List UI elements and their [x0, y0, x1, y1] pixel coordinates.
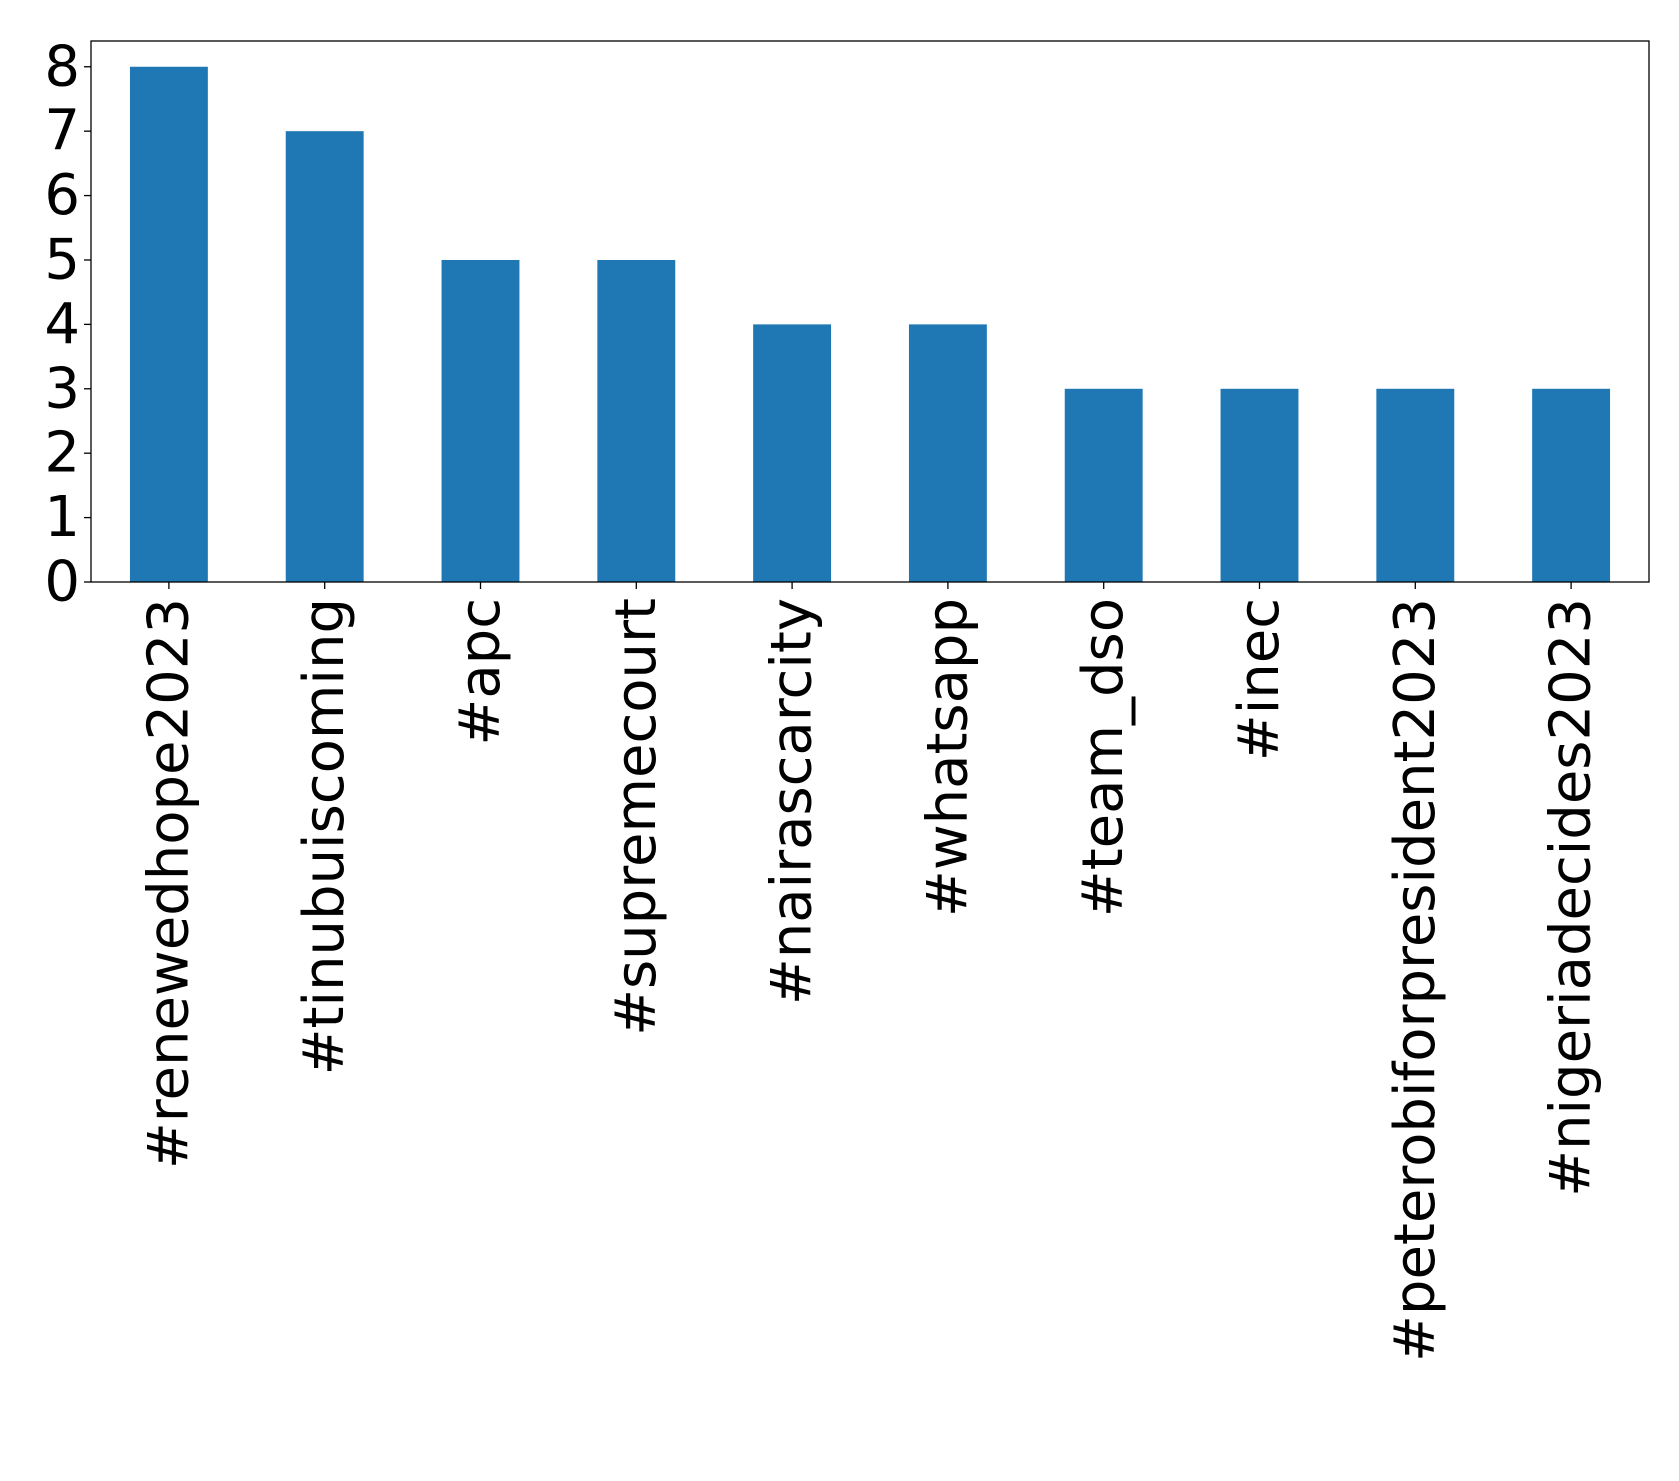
y-tick-label: 3 — [44, 356, 80, 421]
x-tick-label: #renewedhope2023 — [136, 598, 201, 1169]
bar-whatsapp — [908, 324, 987, 582]
bar-nairascarcity — [753, 324, 832, 582]
y-tick-label: 1 — [44, 485, 80, 550]
x-tick-label: #supremecourt — [604, 598, 669, 1036]
y-tick-label: 7 — [44, 99, 80, 164]
bar-renewedhope2023 — [129, 66, 208, 582]
axes-layer — [90, 40, 1650, 583]
x-tick-label: #peterobiforpresident2023 — [1383, 598, 1448, 1362]
bar-supremecourt — [597, 259, 676, 582]
x-tick-label: #team_dso — [1071, 598, 1136, 917]
bars-layer — [129, 66, 1611, 583]
x-tick-label: #tinubuiscoming — [292, 598, 357, 1075]
y-tick-label: 4 — [44, 292, 80, 357]
x-axis: #renewedhope2023 #tinubuiscoming #apc #supr… — [136, 582, 1604, 1362]
bar-nigeriadecides2023 — [1532, 388, 1611, 582]
x-tick-label: #apc — [448, 598, 513, 746]
bar-apc — [441, 259, 520, 582]
x-tick-label: #nigeriadecides2023 — [1539, 598, 1604, 1197]
bar-inec — [1220, 388, 1299, 582]
plot-frame — [90, 40, 1650, 583]
y-tick-label: 5 — [44, 227, 80, 292]
y-tick-label: 2 — [44, 421, 80, 486]
bar-team_dso — [1064, 388, 1143, 582]
x-tick-label: #nairascarcity — [760, 598, 825, 1005]
bar-tinubuiscoming — [285, 131, 364, 583]
x-tick-label: #whatsapp — [915, 598, 980, 917]
x-tick-label: #inec — [1227, 598, 1292, 761]
y-tick-label: 8 — [44, 34, 80, 99]
y-tick-label: 6 — [44, 163, 80, 228]
bar-peterobiforpresident2023 — [1376, 388, 1455, 582]
y-tick-label: 0 — [44, 550, 80, 615]
